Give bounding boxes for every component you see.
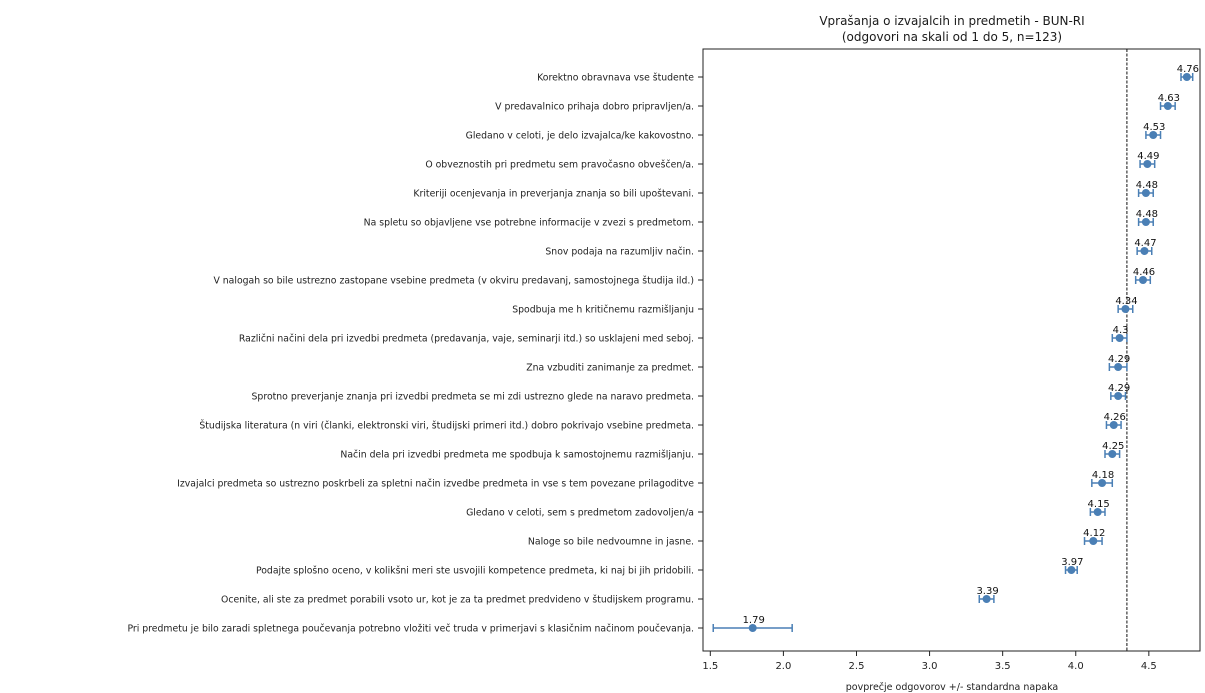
x-tick-label: 2.5 [849,661,865,672]
y-tick-label: Ocenite, ali ste za predmet porabili vso… [221,595,694,606]
y-tick-label: Kriteriji ocenjevanja in preverjanja zna… [413,189,694,200]
data-label: 4.49 [1137,151,1159,162]
data-label: 3.97 [1061,557,1083,568]
data-label: 4.18 [1092,470,1114,481]
data-point [1093,508,1102,516]
data-point [1141,218,1150,226]
y-tick-label: Snov podaja na razumljiv način. [545,247,694,258]
data-label: 4.47 [1134,238,1156,249]
data-label: 4.46 [1133,267,1155,278]
y-tick-label: O obveznostih pri predmetu sem pravočasn… [425,160,694,171]
data-point [1149,131,1158,139]
y-tick-label: Naloge so bile nedvoumne in jasne. [528,537,694,548]
x-tick-label: 2.0 [775,661,791,672]
x-axis-label: povprečje odgovorov +/- standardna napak… [846,682,1059,693]
data-label: 4.26 [1104,412,1126,423]
data-label: 4.25 [1102,441,1124,452]
y-tick-label: Zna vzbuditi zanimanje za predmet. [526,363,694,374]
data-point [748,624,757,632]
data-label: 4.63 [1158,93,1180,104]
y-tick-label: Študijska literatura (n viri (članki, el… [199,420,694,432]
data-point [1098,479,1107,487]
data-point [1121,305,1130,313]
data-point [1109,421,1118,429]
chart-marks: 4.76 4.63 4.53 4.49 4.48 4.48 4.47 4.46 4.34 4.3 4… [712,64,1199,632]
y-tick-label: Različni načini dela pri izvedbi predmet… [239,334,694,345]
y-tick-label: Gledano v celoti, je delo izvajalca/ke k… [466,131,694,142]
y-tick-label: Sprotno preverjanje znanja pri izvedbi p… [252,392,694,403]
y-tick-label: Na spletu so objavljene vse potrebne inf… [364,218,694,229]
y-tick-label: V nalogah so bile ustrezno zastopane vse… [213,276,694,287]
data-point [1140,247,1149,255]
data-label: 4.12 [1083,528,1105,539]
data-label: 4.34 [1115,296,1137,307]
data-point [1114,392,1123,400]
y-tick-label: Spodbuja me h kritičnemu razmišljanju [512,305,694,316]
plot-frame [702,48,1201,652]
data-point [1182,73,1191,81]
y-tick-label: Izvajalci predmeta so ustrezno poskrbeli… [177,479,694,490]
data-point [1108,450,1117,458]
data-point [1067,566,1076,574]
x-tick-label: 3.0 [922,661,938,672]
data-label: 4.29 [1108,383,1130,394]
data-point [1163,102,1172,110]
data-point [1138,276,1147,284]
y-tick-label: Gledano v celoti, sem s predmetom zadovo… [466,508,694,519]
data-label: 4.48 [1136,180,1158,191]
data-label: 4.3 [1113,325,1129,336]
y-tick-label: V predavalnico prihaja dobro pripravljen… [495,102,694,113]
data-point [1115,334,1124,342]
data-point [1143,160,1152,168]
data-label: 4.48 [1136,209,1158,220]
x-tick-label: 3.5 [995,661,1011,672]
x-tick-label: 4.0 [1068,661,1084,672]
data-point [1141,189,1150,197]
y-tick-label: Podajte splošno oceno, v kolikšni meri s… [256,566,694,577]
data-label: 1.79 [743,615,765,626]
y-tick-label: Način dela pri izvedbi predmeta me spodb… [340,450,694,461]
y-tick-label: Korektno obravnava vse študente [537,73,694,84]
chart-subtitle: (odgovori na skali od 1 do 5, n=123) [842,30,1062,44]
data-label: 4.53 [1143,122,1165,133]
x-tick-label: 4.5 [1141,661,1157,672]
chart-title: Vprašanja o izvajalcih in predmetih - BU… [819,14,1084,28]
data-label: 4.29 [1108,354,1130,365]
data-point [982,595,991,603]
data-point [1114,363,1123,371]
data-point [1089,537,1098,545]
y-tick-label: Pri predmetu je bilo zaradi spletnega po… [127,624,694,635]
x-tick-label: 1.5 [702,661,718,672]
x-axis: 1.5 2.0 2.5 3.0 3.5 4.0 4.5 [702,651,1157,672]
data-label: 4.15 [1088,499,1110,510]
data-label: 4.76 [1177,64,1199,75]
data-label: 3.39 [976,586,998,597]
